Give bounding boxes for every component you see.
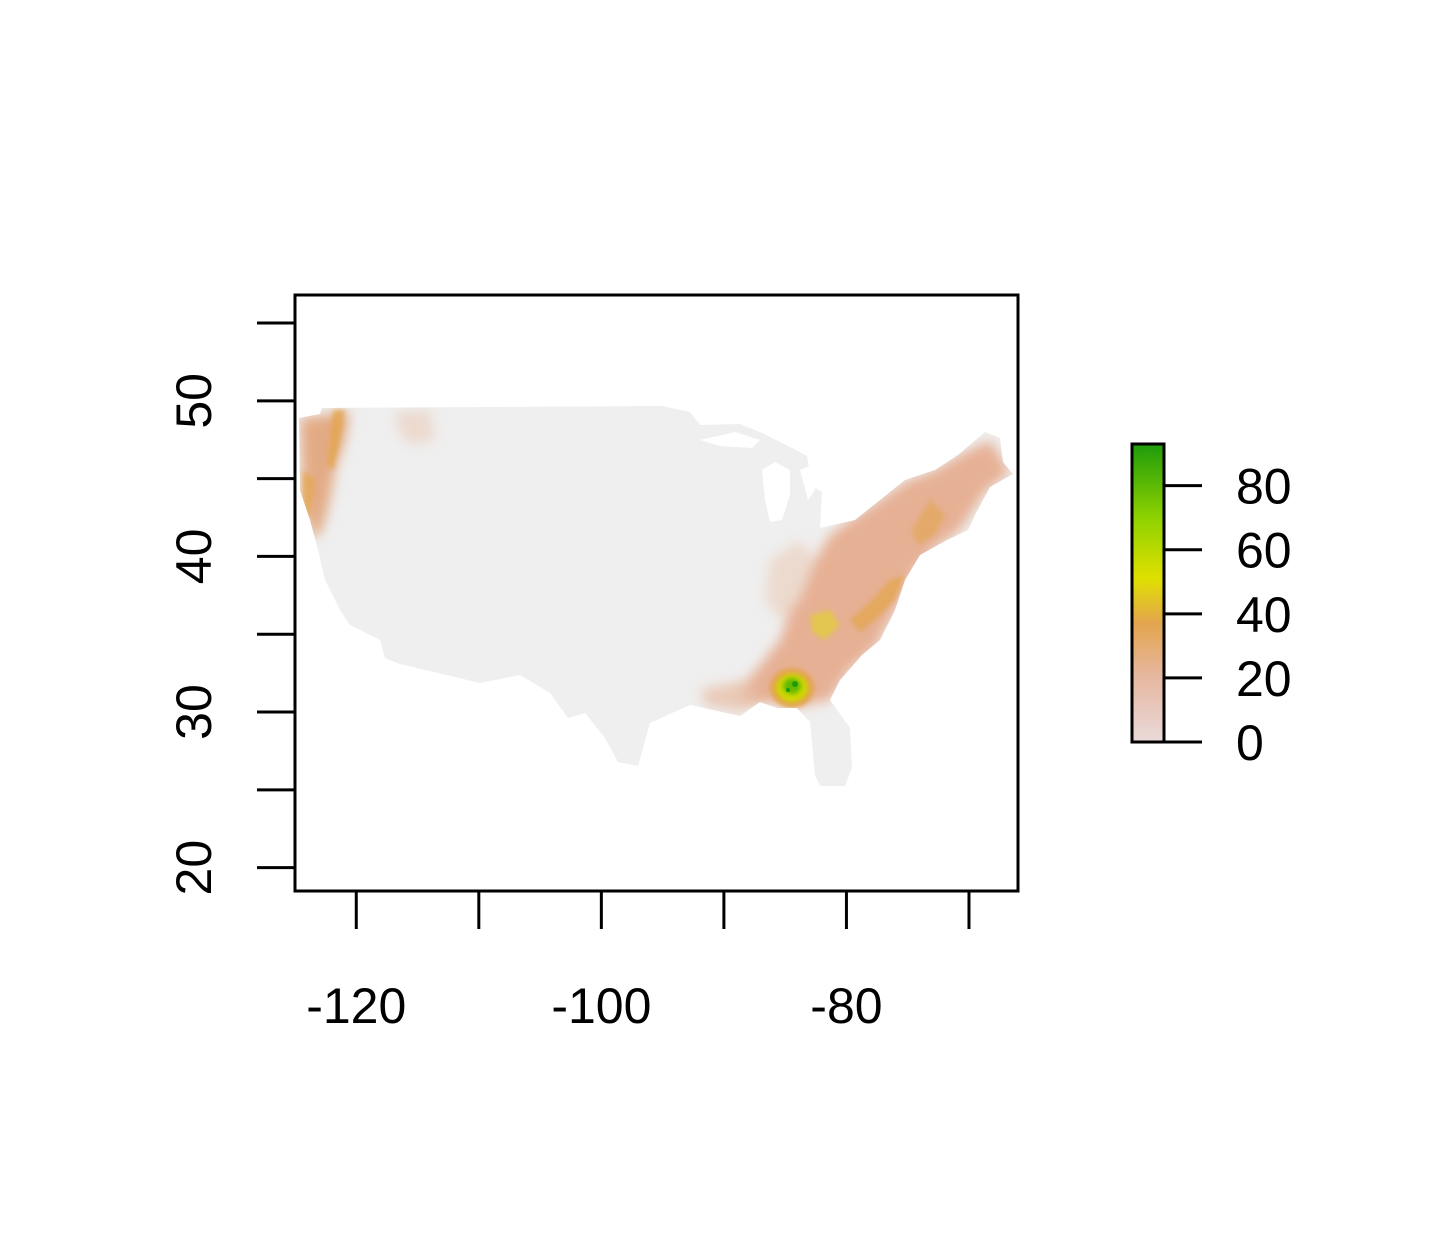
legend-ticks: 0 20 40 60 80 bbox=[1164, 459, 1292, 771]
y-tick-label: 40 bbox=[166, 529, 222, 585]
lake-huron-erie bbox=[800, 465, 815, 500]
map-raster bbox=[299, 406, 1013, 786]
y-tick-label: 50 bbox=[166, 373, 222, 429]
x-tick-label: -120 bbox=[306, 978, 406, 1034]
lake-michigan bbox=[762, 462, 790, 522]
x-tick-label: -100 bbox=[551, 978, 651, 1034]
legend-tick-label: 80 bbox=[1236, 459, 1292, 515]
x-tick-label: -80 bbox=[810, 978, 882, 1034]
appalachian-values bbox=[302, 410, 945, 640]
east-values bbox=[700, 440, 1010, 712]
y-tick-label: 20 bbox=[166, 840, 222, 896]
legend-tick-label: 60 bbox=[1236, 523, 1292, 579]
legend-tick-label: 20 bbox=[1236, 651, 1292, 707]
plot-frame bbox=[293, 293, 1020, 893]
legend: 0 20 40 60 80 bbox=[1130, 442, 1292, 771]
y-axis: 20 30 40 50 bbox=[166, 321, 295, 896]
legend-colorbar bbox=[1130, 442, 1166, 744]
legend-tick-label: 0 bbox=[1236, 715, 1264, 771]
us-landmass bbox=[299, 406, 1013, 786]
southeast-hotspot bbox=[770, 668, 814, 708]
lake-superior bbox=[700, 432, 760, 448]
y-tick-label: 30 bbox=[166, 684, 222, 740]
x-axis: -120 -100 -80 bbox=[306, 891, 971, 1034]
florida-light bbox=[815, 720, 850, 785]
legend-tick-label: 40 bbox=[1236, 587, 1292, 643]
